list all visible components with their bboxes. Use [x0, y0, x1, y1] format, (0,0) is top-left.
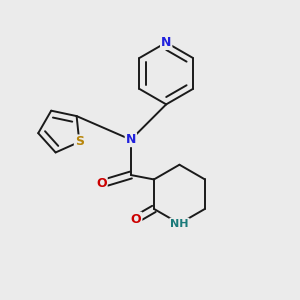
- Text: N: N: [161, 36, 171, 49]
- Text: O: O: [96, 177, 107, 190]
- Text: S: S: [75, 135, 84, 148]
- Text: NH: NH: [170, 219, 189, 229]
- Text: N: N: [126, 133, 136, 146]
- Text: O: O: [131, 213, 141, 226]
